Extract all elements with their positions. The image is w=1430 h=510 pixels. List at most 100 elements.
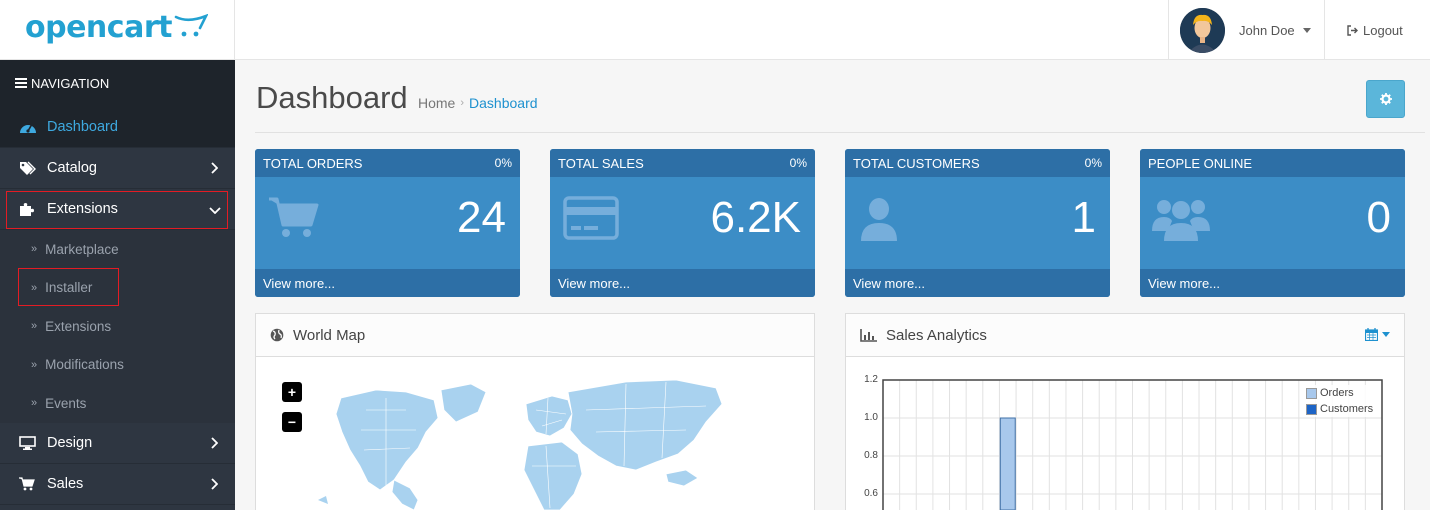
chart-legend: Orders Customers bbox=[1306, 385, 1374, 417]
settings-button[interactable] bbox=[1366, 80, 1405, 118]
logo-box: opencart bbox=[0, 0, 235, 60]
sidebar-item-label: Extensions bbox=[47, 201, 118, 217]
legend-label: Customers bbox=[1320, 403, 1374, 415]
logo[interactable]: opencart bbox=[25, 10, 208, 46]
view-more-link[interactable]: View more... bbox=[1140, 269, 1405, 297]
zoom-out-button[interactable]: − bbox=[282, 412, 302, 432]
world-map-panel: World Map + − bbox=[255, 313, 815, 510]
angle-double-right-icon: » bbox=[31, 358, 38, 371]
chevron-down-icon bbox=[1302, 27, 1311, 33]
tile-total-customers: TOTAL CUSTOMERS 0% 1 View more... bbox=[845, 149, 1110, 297]
plot-border bbox=[882, 379, 1383, 510]
tile-title: TOTAL CUSTOMERS bbox=[853, 155, 980, 171]
legend-item-orders: Orders bbox=[1306, 385, 1373, 401]
calendar-icon bbox=[1365, 328, 1378, 341]
tile-title: TOTAL ORDERS bbox=[263, 155, 363, 171]
sidebar-item-label: Catalog bbox=[47, 160, 97, 176]
page-title: Dashboard bbox=[256, 80, 408, 115]
puzzle-icon bbox=[19, 201, 37, 217]
sidebar-item-extensions[interactable]: Extensions bbox=[0, 189, 235, 230]
chevron-down-icon bbox=[209, 207, 221, 214]
tile-percent: 0% bbox=[494, 156, 512, 170]
caret-down-icon bbox=[1382, 332, 1390, 337]
legend-label: Orders bbox=[1320, 387, 1354, 399]
sidebar-item-dashboard[interactable]: Dashboard bbox=[0, 107, 235, 148]
sidebar-item-sales[interactable]: Sales bbox=[0, 464, 235, 505]
tile-total-orders: TOTAL ORDERS 0% 24 View more... bbox=[255, 149, 520, 297]
breadcrumb-home[interactable]: Home bbox=[418, 95, 456, 111]
bar-chart-icon bbox=[860, 328, 877, 342]
sidebar-subitem-extensions[interactable]: » Extensions bbox=[0, 307, 235, 346]
sidebar-item-label: Dashboard bbox=[47, 119, 118, 135]
angle-double-right-icon: » bbox=[31, 320, 38, 333]
sidebar-item-catalog[interactable]: Catalog bbox=[0, 148, 235, 189]
chevron-right-icon bbox=[211, 436, 218, 449]
tile-value: 6.2K bbox=[710, 193, 801, 242]
view-more-link[interactable]: View more... bbox=[255, 269, 520, 297]
bar-orders bbox=[999, 417, 1016, 510]
gear-icon bbox=[1379, 93, 1392, 105]
legend-swatch bbox=[1306, 387, 1317, 399]
globe-icon bbox=[270, 328, 284, 342]
world-map[interactable] bbox=[306, 370, 726, 510]
breadcrumb: Home › Dashboard bbox=[418, 95, 538, 111]
sidebar-subitem-modifications[interactable]: » Modifications bbox=[0, 345, 235, 384]
sign-out-icon bbox=[1347, 24, 1358, 36]
angle-double-right-icon: » bbox=[31, 281, 38, 294]
sidebar: NAVIGATION Dashboard Catalog Extensions … bbox=[0, 60, 235, 510]
view-more-link[interactable]: View more... bbox=[845, 269, 1110, 297]
chevron-right-icon bbox=[211, 162, 218, 174]
panel-title: World Map bbox=[293, 326, 366, 344]
tile-value: 1 bbox=[1071, 193, 1096, 242]
tile-total-sales: TOTAL SALES 0% 6.2K View more... bbox=[550, 149, 815, 297]
tile-value: 24 bbox=[457, 193, 506, 242]
logo-cart-icon bbox=[174, 14, 208, 37]
tile-people-online: PEOPLE ONLINE 0 View more... bbox=[1140, 149, 1405, 297]
sidebar-subitem-installer[interactable]: » Installer bbox=[0, 268, 235, 307]
logout-link[interactable]: Logout bbox=[1324, 0, 1430, 60]
users-icon bbox=[1152, 200, 1210, 241]
legend-swatch bbox=[1306, 403, 1317, 415]
tags-icon bbox=[19, 161, 37, 175]
title-divider bbox=[255, 132, 1425, 133]
logout-label: Logout bbox=[1363, 22, 1403, 38]
sales-chart bbox=[882, 379, 1383, 510]
credit-card-icon bbox=[563, 196, 619, 240]
sidebar-item-label: Design bbox=[47, 434, 93, 451]
view-more-link[interactable]: View more... bbox=[550, 269, 815, 297]
panel-title: Sales Analytics bbox=[886, 326, 987, 344]
bars-icon bbox=[15, 76, 27, 91]
angle-double-right-icon: » bbox=[31, 243, 38, 256]
breadcrumb-separator: › bbox=[460, 97, 465, 109]
chevron-right-icon bbox=[211, 477, 218, 490]
y-tick-label: 0.8 bbox=[864, 450, 878, 461]
header: opencart John Doe Logout bbox=[0, 0, 1430, 60]
avatar bbox=[1180, 7, 1225, 53]
sidebar-subitem-marketplace[interactable]: » Marketplace bbox=[0, 230, 235, 269]
shopping-cart-icon bbox=[269, 197, 319, 237]
user-menu[interactable]: John Doe bbox=[1168, 0, 1324, 60]
sidebar-subitem-events[interactable]: » Events bbox=[0, 384, 235, 423]
nav-heading: NAVIGATION bbox=[0, 60, 235, 107]
tile-percent: 0% bbox=[789, 156, 807, 170]
zoom-in-button[interactable]: + bbox=[282, 382, 302, 402]
sidebar-item-design[interactable]: Design bbox=[0, 423, 235, 464]
logo-text: opencart bbox=[25, 10, 172, 45]
date-range-dropdown[interactable] bbox=[1365, 328, 1390, 341]
y-tick-label: 0.6 bbox=[864, 488, 878, 499]
user-icon bbox=[861, 198, 897, 241]
tile-title: PEOPLE ONLINE bbox=[1148, 155, 1253, 171]
installer-highlight-box bbox=[18, 268, 119, 306]
angle-double-right-icon: » bbox=[31, 397, 38, 410]
y-tick-label: 1.2 bbox=[864, 374, 878, 385]
breadcrumb-current[interactable]: Dashboard bbox=[469, 95, 538, 111]
tile-percent: 0% bbox=[1084, 156, 1102, 170]
legend-item-customers: Customers bbox=[1306, 401, 1373, 417]
tile-value: 0 bbox=[1366, 193, 1391, 242]
extensions-highlight-box bbox=[6, 191, 228, 229]
y-tick-label: 1.0 bbox=[864, 412, 878, 423]
dashboard-icon bbox=[19, 120, 37, 134]
cart-icon bbox=[19, 476, 37, 491]
sidebar-item-label: Sales bbox=[47, 475, 84, 492]
desktop-icon bbox=[19, 435, 37, 450]
